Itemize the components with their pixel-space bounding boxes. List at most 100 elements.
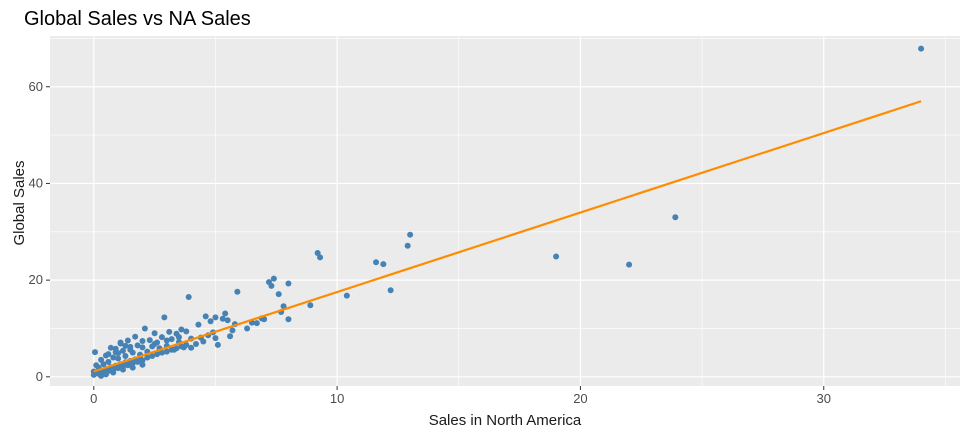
- data-point: [307, 302, 314, 309]
- data-point: [214, 341, 221, 348]
- data-point: [139, 338, 146, 345]
- data-point: [139, 344, 146, 351]
- data-point: [200, 338, 207, 345]
- x-tick-label: 0: [90, 391, 97, 406]
- data-point: [178, 326, 185, 333]
- data-point: [404, 242, 411, 249]
- data-point: [117, 339, 124, 346]
- data-point: [168, 346, 175, 353]
- data-point: [151, 340, 158, 347]
- data-point: [107, 344, 114, 351]
- data-point: [253, 320, 260, 327]
- data-point: [146, 337, 153, 344]
- x-tick-label: 30: [817, 391, 831, 406]
- data-point: [139, 357, 146, 364]
- data-point: [183, 341, 190, 348]
- data-point: [219, 315, 226, 322]
- data-point: [119, 366, 126, 373]
- x-axis-ticks: 0 10 20 30: [90, 386, 831, 406]
- data-point: [129, 364, 136, 371]
- data-point: [234, 288, 241, 295]
- data-point: [119, 347, 126, 354]
- data-point: [380, 261, 387, 268]
- trend-line-group: [93, 100, 922, 373]
- data-point: [387, 287, 394, 294]
- data-point: [229, 327, 236, 334]
- data-point: [317, 254, 324, 261]
- data-point: [158, 334, 165, 341]
- data-point: [285, 316, 292, 323]
- data-point: [280, 303, 287, 310]
- data-point: [122, 353, 129, 360]
- data-point: [918, 45, 925, 52]
- data-point: [227, 333, 234, 340]
- data-point: [122, 342, 129, 349]
- data-point: [183, 328, 190, 335]
- data-point: [149, 353, 156, 360]
- data-point: [192, 340, 199, 347]
- data-point: [553, 253, 560, 260]
- data-point: [154, 351, 161, 358]
- data-point: [343, 292, 350, 299]
- y-axis-title: Global Sales: [11, 160, 28, 245]
- data-point: [112, 345, 119, 352]
- data-point: [132, 333, 139, 340]
- data-point: [105, 358, 112, 365]
- data-point: [173, 345, 180, 352]
- data-point: [244, 325, 251, 332]
- data-point: [195, 321, 202, 328]
- data-point: [222, 310, 229, 317]
- data-point: [134, 342, 141, 349]
- data-point: [151, 330, 158, 337]
- data-point: [185, 294, 192, 301]
- data-point: [98, 372, 105, 379]
- data-point: [285, 280, 292, 287]
- y-tick-label: 40: [29, 175, 43, 190]
- data-point: [265, 279, 272, 286]
- data-point: [161, 314, 168, 321]
- data-point: [202, 313, 209, 320]
- data-point: [93, 362, 100, 369]
- data-point: [175, 334, 182, 341]
- y-tick-label: 0: [36, 369, 43, 384]
- y-tick-label: 60: [29, 79, 43, 94]
- y-tick-label: 20: [29, 272, 43, 287]
- data-point: [407, 231, 414, 238]
- data-point: [163, 337, 170, 344]
- data-point: [163, 348, 170, 355]
- data-point: [168, 336, 175, 343]
- data-point: [127, 346, 134, 353]
- data-point: [188, 344, 195, 351]
- data-point: [178, 343, 185, 350]
- data-point: [92, 349, 99, 356]
- data-point: [166, 328, 173, 335]
- y-axis-ticks: 0 20 40 60: [29, 79, 50, 384]
- data-point: [207, 318, 214, 325]
- data-point: [224, 317, 231, 324]
- data-point: [102, 371, 109, 378]
- data-point: [373, 259, 380, 266]
- data-point: [115, 355, 122, 362]
- data-point: [672, 214, 679, 221]
- data-point: [275, 291, 282, 298]
- x-tick-label: 20: [573, 391, 587, 406]
- data-point: [98, 356, 105, 363]
- data-point: [110, 354, 117, 361]
- plot-panel: [50, 36, 960, 386]
- data-point: [270, 275, 277, 282]
- grid-lines: [50, 36, 960, 386]
- data-point: [144, 354, 151, 361]
- data-point: [212, 335, 219, 342]
- data-point: [212, 314, 219, 321]
- data-point: [110, 369, 117, 376]
- trend-line: [93, 100, 922, 373]
- chart-title: Global Sales vs NA Sales: [24, 8, 251, 30]
- x-tick-label: 10: [330, 391, 344, 406]
- x-axis-title: Sales in North America: [429, 412, 582, 429]
- data-point: [124, 337, 131, 344]
- data-point: [626, 261, 633, 268]
- data-point: [141, 325, 148, 332]
- data-point: [139, 361, 146, 368]
- data-point: [158, 349, 165, 356]
